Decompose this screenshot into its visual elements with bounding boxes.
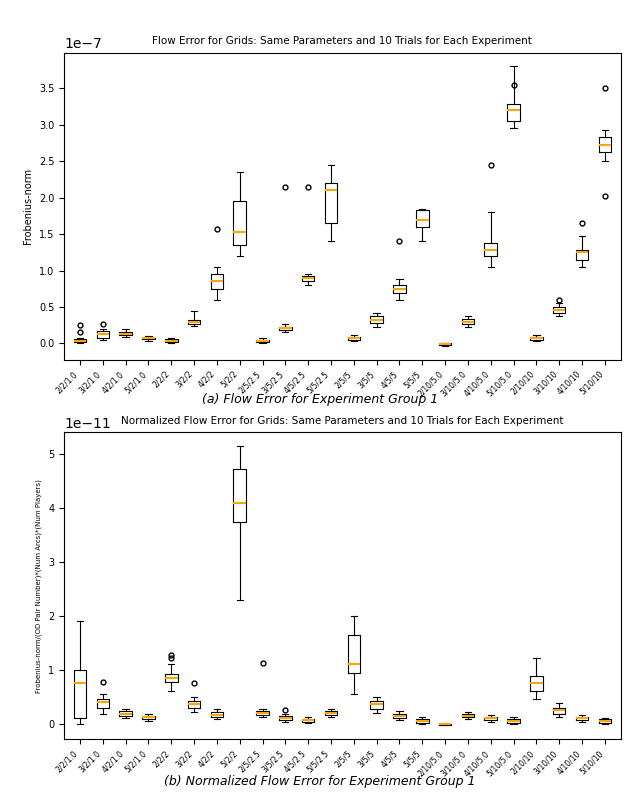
Text: (a) Flow Error for Experiment Group 1: (a) Flow Error for Experiment Group 1 xyxy=(202,393,438,406)
Y-axis label: Frobenius-norm: Frobenius-norm xyxy=(23,168,33,244)
Title: Normalized Flow Error for Grids: Same Parameters and 10 Trials for Each Experime: Normalized Flow Error for Grids: Same Pa… xyxy=(121,416,564,426)
Title: Flow Error for Grids: Same Parameters and 10 Trials for Each Experiment: Flow Error for Grids: Same Parameters an… xyxy=(152,36,532,46)
Y-axis label: Frobenius-norm/(OD Pair Number)*(Num Arcs)*(Num Players): Frobenius-norm/(OD Pair Number)*(Num Arc… xyxy=(36,479,42,692)
Text: (b) Normalized Flow Error for Experiment Group 1: (b) Normalized Flow Error for Experiment… xyxy=(164,775,476,788)
